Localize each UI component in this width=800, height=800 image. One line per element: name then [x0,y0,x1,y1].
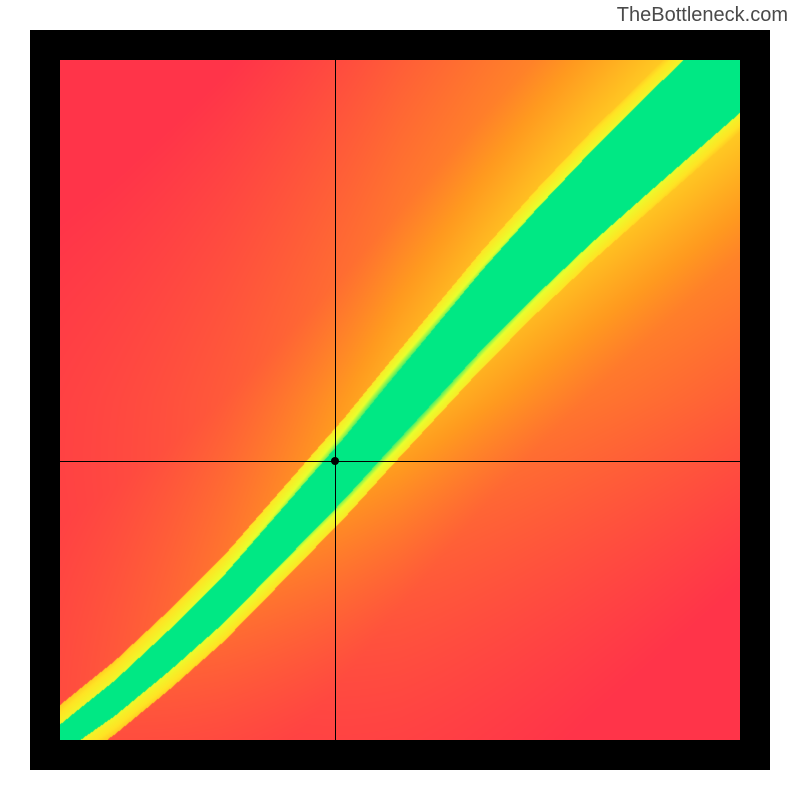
crosshair-marker [331,457,339,465]
plot-area [60,60,740,740]
chart-container: TheBottleneck.com [0,0,800,800]
crosshair-horizontal [60,461,740,462]
plot-frame [30,30,770,770]
crosshair-vertical [335,60,336,740]
heatmap-canvas [60,60,740,740]
attribution-text: TheBottleneck.com [617,4,788,27]
